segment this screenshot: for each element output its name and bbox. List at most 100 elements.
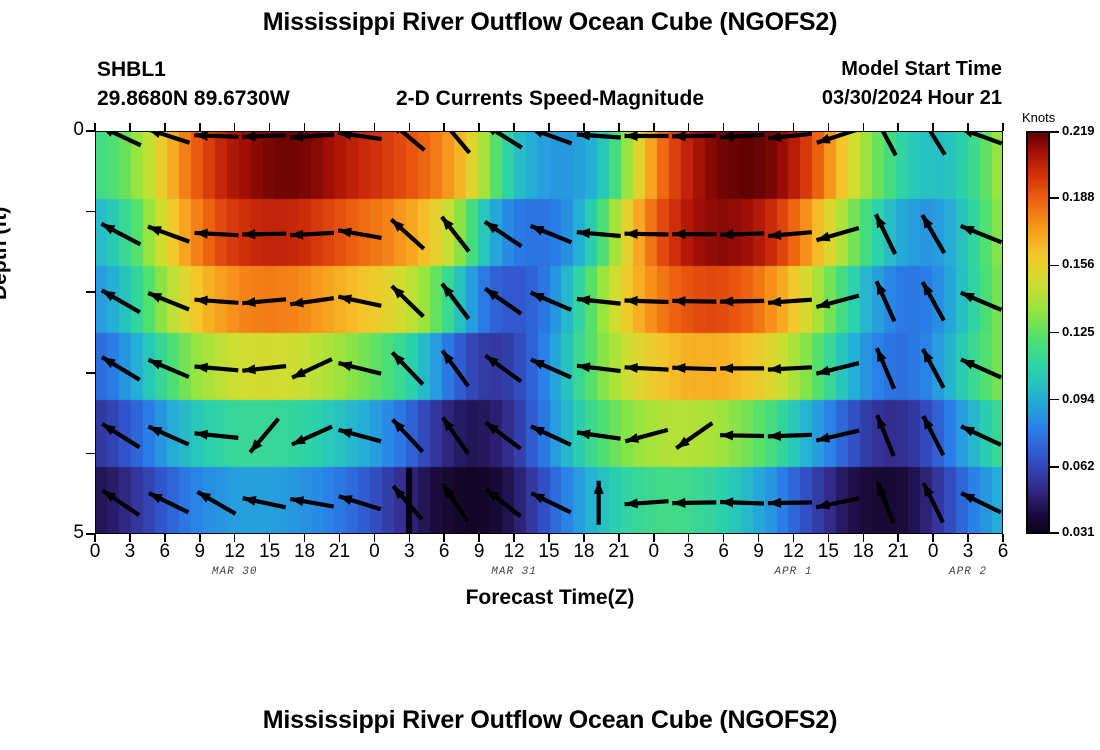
x-axis-tick [268, 534, 271, 542]
y-axis-tick [86, 372, 95, 374]
x-axis-tick [199, 534, 201, 542]
current-vector-head [960, 225, 975, 236]
current-vector-head [768, 229, 782, 240]
page-title: Mississippi River Outflow Ocean Cube (NG… [262, 8, 838, 36]
current-vector-head [922, 215, 934, 229]
colorbar-tick [1050, 197, 1059, 199]
speed-magnitude-heatmap [96, 132, 1002, 533]
current-vector-head [923, 483, 934, 497]
x-axis-tick [373, 534, 376, 542]
current-vector-head [151, 132, 161, 138]
current-vector-shaft [449, 132, 472, 155]
x-axis-tick-top [478, 123, 480, 131]
x-axis-tick-top [583, 123, 585, 131]
colorbar-tick-label: 0.188 [1062, 189, 1095, 205]
chart-subtitle: 2-D Currents Speed-Magnitude [395, 87, 705, 110]
current-vector-head [148, 293, 163, 303]
current-vector-head [576, 132, 590, 141]
current-vector-head [875, 214, 886, 229]
current-vector-head [672, 229, 686, 240]
current-vector-head [876, 281, 887, 296]
current-vector-head [442, 417, 455, 432]
x-axis-tick [408, 534, 411, 542]
current-vector-head [338, 132, 352, 140]
current-vector-head [242, 229, 256, 240]
current-vector-head [923, 416, 934, 430]
current-vector-head [624, 295, 638, 306]
current-vector-head [290, 132, 304, 142]
current-vector-head [720, 497, 734, 508]
current-vector-head [393, 486, 406, 500]
x-axis-tick [233, 534, 236, 542]
current-vector-head [194, 429, 208, 440]
current-vector-shaft [107, 132, 142, 148]
x-axis-tick [932, 534, 934, 542]
x-axis-tick-label: 0 [927, 541, 939, 562]
current-vector-head [338, 294, 352, 305]
x-axis-tick-top [233, 123, 236, 131]
current-vector-head [197, 491, 212, 503]
current-vector-head [242, 496, 257, 506]
current-vector-head [720, 229, 734, 240]
current-vector-shaft [533, 132, 573, 146]
x-axis-tick-label: 9 [194, 541, 206, 562]
y-axis-title: Depth (ft) [0, 206, 11, 300]
current-vector-head [106, 132, 113, 137]
x-axis-tick [827, 534, 830, 542]
current-vector-head [577, 429, 591, 440]
current-vector-head [338, 361, 353, 372]
current-vector-head [676, 436, 690, 449]
current-vector-head [816, 231, 831, 242]
current-vector-head [485, 355, 499, 368]
x-axis-tick-label: 3 [683, 541, 694, 562]
x-axis-tick-top [164, 123, 166, 131]
current-vector-head [816, 298, 831, 309]
current-vector-head [148, 493, 163, 504]
x-axis-tick-label: 12 [503, 541, 525, 562]
x-axis-tick-label: 21 [608, 541, 630, 562]
current-vector-head [490, 132, 496, 136]
current-vector-head [484, 221, 499, 234]
x-axis-tick-label: 15 [817, 541, 839, 562]
x-axis-tick [757, 534, 760, 542]
current-vector-head [442, 283, 454, 298]
y-axis-tick [86, 130, 95, 132]
current-vector-head [338, 227, 352, 238]
current-vector-head [443, 484, 455, 499]
x-axis-tick [303, 534, 306, 542]
current-vector-head [442, 350, 455, 365]
current-vector-head [338, 495, 353, 505]
colorbar-tick [1050, 131, 1059, 133]
x-axis-tick-label: 12 [782, 541, 805, 562]
x-axis-tick-top [618, 123, 620, 131]
current-vector-head [720, 430, 734, 441]
x-axis-tick [338, 534, 341, 542]
y-axis-tick [86, 452, 95, 455]
x-axis-tick-label: 3 [404, 541, 415, 562]
current-vector-head [816, 432, 830, 443]
x-axis-tick [792, 534, 795, 542]
colorbar-tick-label: 0.031 [1062, 524, 1095, 539]
colorbar-tick [1050, 264, 1059, 267]
current-vector-head [531, 426, 545, 437]
x-axis-tick-label: 12 [224, 541, 246, 562]
current-vector-head [720, 296, 734, 307]
station-id-label: SHBL1 [97, 58, 166, 81]
current-vector-head [672, 363, 686, 374]
x-axis-tick-top [408, 123, 411, 131]
colorbar-tick-label: 0.094 [1062, 390, 1095, 406]
current-vector-head [961, 493, 976, 504]
x-axis-tick [583, 534, 585, 542]
y-axis-tick [86, 291, 95, 293]
x-axis-tick [1002, 534, 1004, 542]
current-vector-head [768, 132, 782, 142]
x-axis-tick-top [443, 123, 445, 131]
current-vector-head [148, 426, 163, 437]
current-vector-head [392, 419, 406, 433]
x-axis-tick [548, 534, 550, 542]
current-vector-head [291, 434, 306, 445]
current-vector-head [194, 228, 208, 239]
current-vector-head [816, 134, 831, 144]
x-axis-tick-top [687, 123, 690, 131]
